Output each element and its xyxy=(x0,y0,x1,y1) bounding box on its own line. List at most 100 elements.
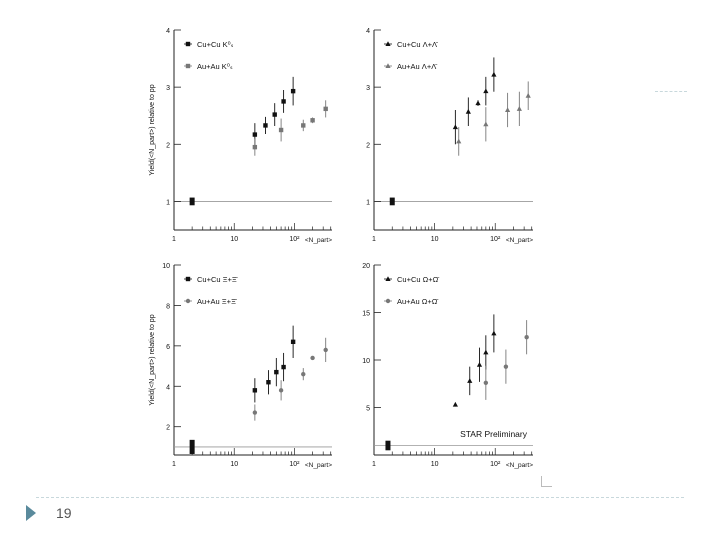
legend-entry: Cu+Cu Λ+Λ̄ xyxy=(397,40,438,49)
series-auau xyxy=(483,320,529,400)
data-point xyxy=(491,71,497,77)
header-rule xyxy=(655,91,687,92)
data-point xyxy=(467,378,473,383)
x-tick-label: 10² xyxy=(289,236,300,243)
panel-top-left: 1 2 3 4 1 10 10² <N_part> Yield(<N_part>) relati… xyxy=(149,28,332,244)
data-point xyxy=(524,335,529,340)
pp-reference-point xyxy=(189,439,195,454)
data-point xyxy=(465,108,471,114)
x-tick-label: 10 xyxy=(230,236,238,243)
data-point xyxy=(263,123,268,128)
slide-bullet-icon xyxy=(26,505,36,521)
x-tick-label: 10 xyxy=(431,236,439,243)
data-point xyxy=(475,100,481,106)
legend-marker xyxy=(185,41,191,47)
data-point xyxy=(290,339,296,345)
series-cucu xyxy=(452,314,497,407)
x-axis-label: <N_part> xyxy=(506,462,533,469)
y-tick-label: 6 xyxy=(166,344,170,351)
data-point xyxy=(525,92,531,98)
data-point xyxy=(278,127,284,133)
data-point xyxy=(310,355,315,361)
y-axis-label: Yield(<N_part>) relative to pp xyxy=(149,314,156,405)
data-point xyxy=(252,132,258,137)
x-axis-label: <N_part> xyxy=(305,237,332,244)
y-tick-label: 10 xyxy=(162,263,170,270)
legend-marker xyxy=(385,276,391,281)
x-tick-label: 1 xyxy=(172,236,176,243)
series-auau xyxy=(252,337,328,421)
panel-bottom-right: 5 10 15 20 1 10 10² <N_part> Cu+Cu Ω+Ω̄ Au+Au Ω+Ω… xyxy=(362,263,533,469)
x-tick-label: 1 xyxy=(372,236,376,243)
y-tick-label: 15 xyxy=(362,311,370,318)
data-point xyxy=(476,361,483,367)
legend-entry: Cu+Cu K⁰ₛ xyxy=(197,40,234,49)
corner-mark-icon xyxy=(541,476,552,487)
data-point xyxy=(252,410,258,415)
footer-rule xyxy=(36,497,684,498)
data-point xyxy=(491,330,497,336)
y-tick-label: 1 xyxy=(366,199,370,206)
data-point xyxy=(272,112,277,117)
series-auau xyxy=(252,100,328,156)
x-axis-label: <N_part> xyxy=(305,462,332,469)
data-point xyxy=(503,364,509,369)
x-tick-label: 10² xyxy=(289,461,300,468)
y-tick-label: 20 xyxy=(362,263,370,270)
series-cucu xyxy=(252,325,296,403)
y-tick-label: 3 xyxy=(166,85,170,92)
data-point xyxy=(516,106,522,111)
y-tick-label: 4 xyxy=(366,28,370,35)
series-cucu xyxy=(252,76,296,146)
series-auau xyxy=(456,81,531,156)
data-point xyxy=(323,347,328,353)
y-tick-label: 3 xyxy=(366,85,370,92)
x-axis-label: <N_part> xyxy=(506,237,533,244)
x-tick-label: 1 xyxy=(172,461,176,468)
pp-reference-point xyxy=(389,197,395,206)
data-point xyxy=(301,123,306,128)
star-preliminary-label: STAR Preliminary xyxy=(460,429,528,439)
panel-top-right: 1 2 3 4 1 10 10² <N_part> Cu+Cu Λ+Λ̄ Au+Au Λ+Λ̄ xyxy=(366,28,533,244)
data-point xyxy=(452,401,458,407)
data-point xyxy=(323,106,328,112)
legend-entry: Cu+Cu Ξ+Ξ̄ xyxy=(197,275,238,284)
data-point xyxy=(266,380,271,385)
x-tick-label: 10² xyxy=(490,461,501,468)
y-tick-label: 5 xyxy=(366,406,370,413)
x-tick-label: 10 xyxy=(431,461,439,468)
data-point xyxy=(301,371,306,377)
legend-entry: Au+Au K⁰ₛ xyxy=(197,62,233,71)
data-point xyxy=(281,99,286,104)
y-tick-label: 2 xyxy=(166,425,170,432)
data-point xyxy=(252,388,258,393)
data-point xyxy=(456,138,462,144)
x-tick-label: 10 xyxy=(230,461,238,468)
legend-entry: Au+Au Λ+Λ̄ xyxy=(397,62,437,71)
legend-entry: Cu+Cu Ω+Ω̄ xyxy=(397,275,439,284)
y-tick-label: 4 xyxy=(166,28,170,35)
pp-reference-point xyxy=(189,197,195,206)
data-point xyxy=(483,380,489,385)
data-point xyxy=(252,144,258,150)
x-tick-label: 10² xyxy=(490,236,501,243)
y-tick-label: 4 xyxy=(166,384,170,391)
y-tick-label: 8 xyxy=(166,303,170,310)
data-point xyxy=(310,118,315,123)
data-point xyxy=(452,124,458,130)
data-point xyxy=(290,88,296,94)
y-axis-label: Yield(<N_part>) relative to pp xyxy=(149,84,156,175)
data-point xyxy=(274,369,279,375)
data-point xyxy=(483,88,489,94)
data-point xyxy=(278,388,284,393)
y-tick-label: 2 xyxy=(366,142,370,149)
legend-marker xyxy=(385,41,391,46)
data-point xyxy=(281,364,286,370)
legend-entry: Au+Au Ω+Ω̄ xyxy=(397,297,438,306)
page-number: 19 xyxy=(56,505,72,521)
legend-marker xyxy=(185,276,191,282)
y-tick-label: 1 xyxy=(166,199,170,206)
pp-reference-point xyxy=(385,440,391,451)
panel-bottom-left: 2 4 6 8 10 1 10 10² <N_part> Yield(<N_part>) rela… xyxy=(149,263,332,469)
